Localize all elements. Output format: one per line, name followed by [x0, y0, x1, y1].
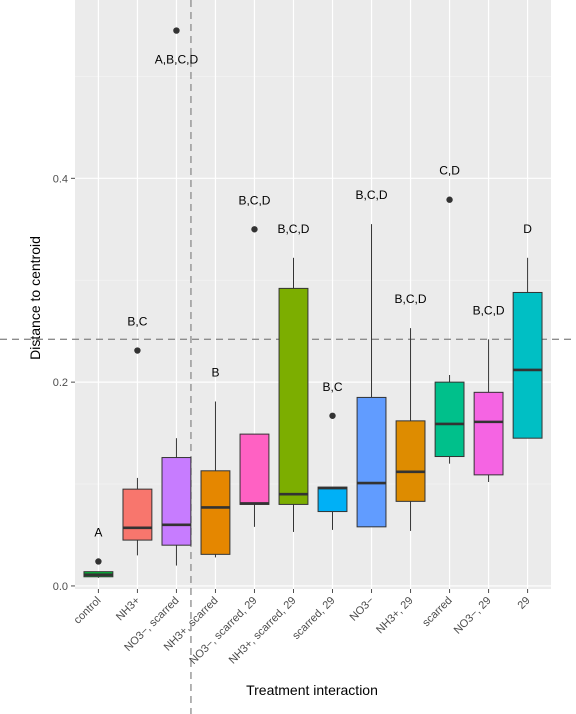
significance-label: B	[211, 365, 219, 379]
x-tick-label: 29	[516, 595, 533, 612]
box-4	[239, 226, 270, 527]
x-tick-label: NO3−	[348, 595, 377, 624]
box-9	[434, 196, 465, 464]
x-axis-title: Treatment interaction	[246, 682, 378, 698]
significance-label: B,C	[127, 315, 147, 329]
significance-label: C,D	[439, 164, 460, 178]
box-iqr	[161, 457, 192, 546]
x-tick-label: NO3−, 29	[452, 595, 494, 637]
box-1	[122, 347, 153, 556]
box-iqr	[239, 433, 270, 505]
x-tick-label: NH3+, 29	[374, 595, 416, 637]
significance-letters: A B,C A,B,C,D B B,C,D B,C,D B,C B,C,D B,C,D C,D B,…	[94, 53, 532, 540]
outlier-point	[95, 558, 102, 565]
x-tick-label: scarred, 29	[290, 595, 337, 642]
significance-label: D	[523, 222, 532, 236]
box-3	[200, 401, 231, 558]
significance-label: A,B,C,D	[155, 53, 199, 67]
y-axis-ticks: 0.0 0.2 0.4	[53, 173, 75, 593]
significance-label: B,C	[323, 380, 343, 394]
x-tick-label: control	[72, 595, 104, 627]
box-5	[278, 257, 309, 532]
box-10	[473, 339, 504, 483]
significance-label: A	[94, 525, 102, 539]
box-iqr	[356, 396, 387, 528]
x-tick-label: NH3+, scarred, 29	[227, 595, 299, 667]
significance-label: B,C,D	[238, 193, 270, 207]
outlier-point	[134, 347, 141, 354]
box-iqr	[512, 291, 543, 439]
y-axis-title: Distance to centroid	[27, 236, 43, 360]
significance-label: B,C,D	[356, 188, 388, 202]
significance-label: B,C,D	[395, 292, 427, 306]
box-11	[512, 257, 543, 439]
box-0	[83, 558, 114, 578]
box-iqr	[317, 486, 348, 513]
boxes	[83, 27, 543, 578]
significance-label: B,C,D	[473, 303, 505, 317]
significance-label: B,C,D	[277, 222, 309, 236]
box-iqr	[278, 287, 309, 505]
box-iqr	[200, 470, 231, 555]
x-tick-label: NO3−, scarred, 29	[187, 595, 259, 667]
outlier-point	[446, 196, 453, 203]
box-iqr	[395, 420, 426, 502]
box-iqr	[473, 391, 504, 476]
box-iqr	[122, 488, 153, 541]
minor-gridlines	[75, 76, 551, 485]
x-tick-label: scarred	[420, 595, 454, 629]
x-tick-label: NH3+	[114, 595, 143, 624]
box-6	[317, 412, 348, 530]
box-iqr	[434, 381, 465, 458]
box-2	[161, 27, 192, 566]
box-7	[356, 224, 387, 528]
outlier-point	[173, 27, 180, 34]
outlier-point	[329, 412, 336, 419]
box-8	[395, 328, 426, 531]
y-tick-label: 0.2	[53, 377, 68, 389]
y-tick-label: 0.4	[53, 173, 68, 185]
outlier-point	[251, 226, 258, 233]
y-tick-label: 0.0	[53, 581, 68, 593]
plot-panel	[75, 0, 551, 589]
